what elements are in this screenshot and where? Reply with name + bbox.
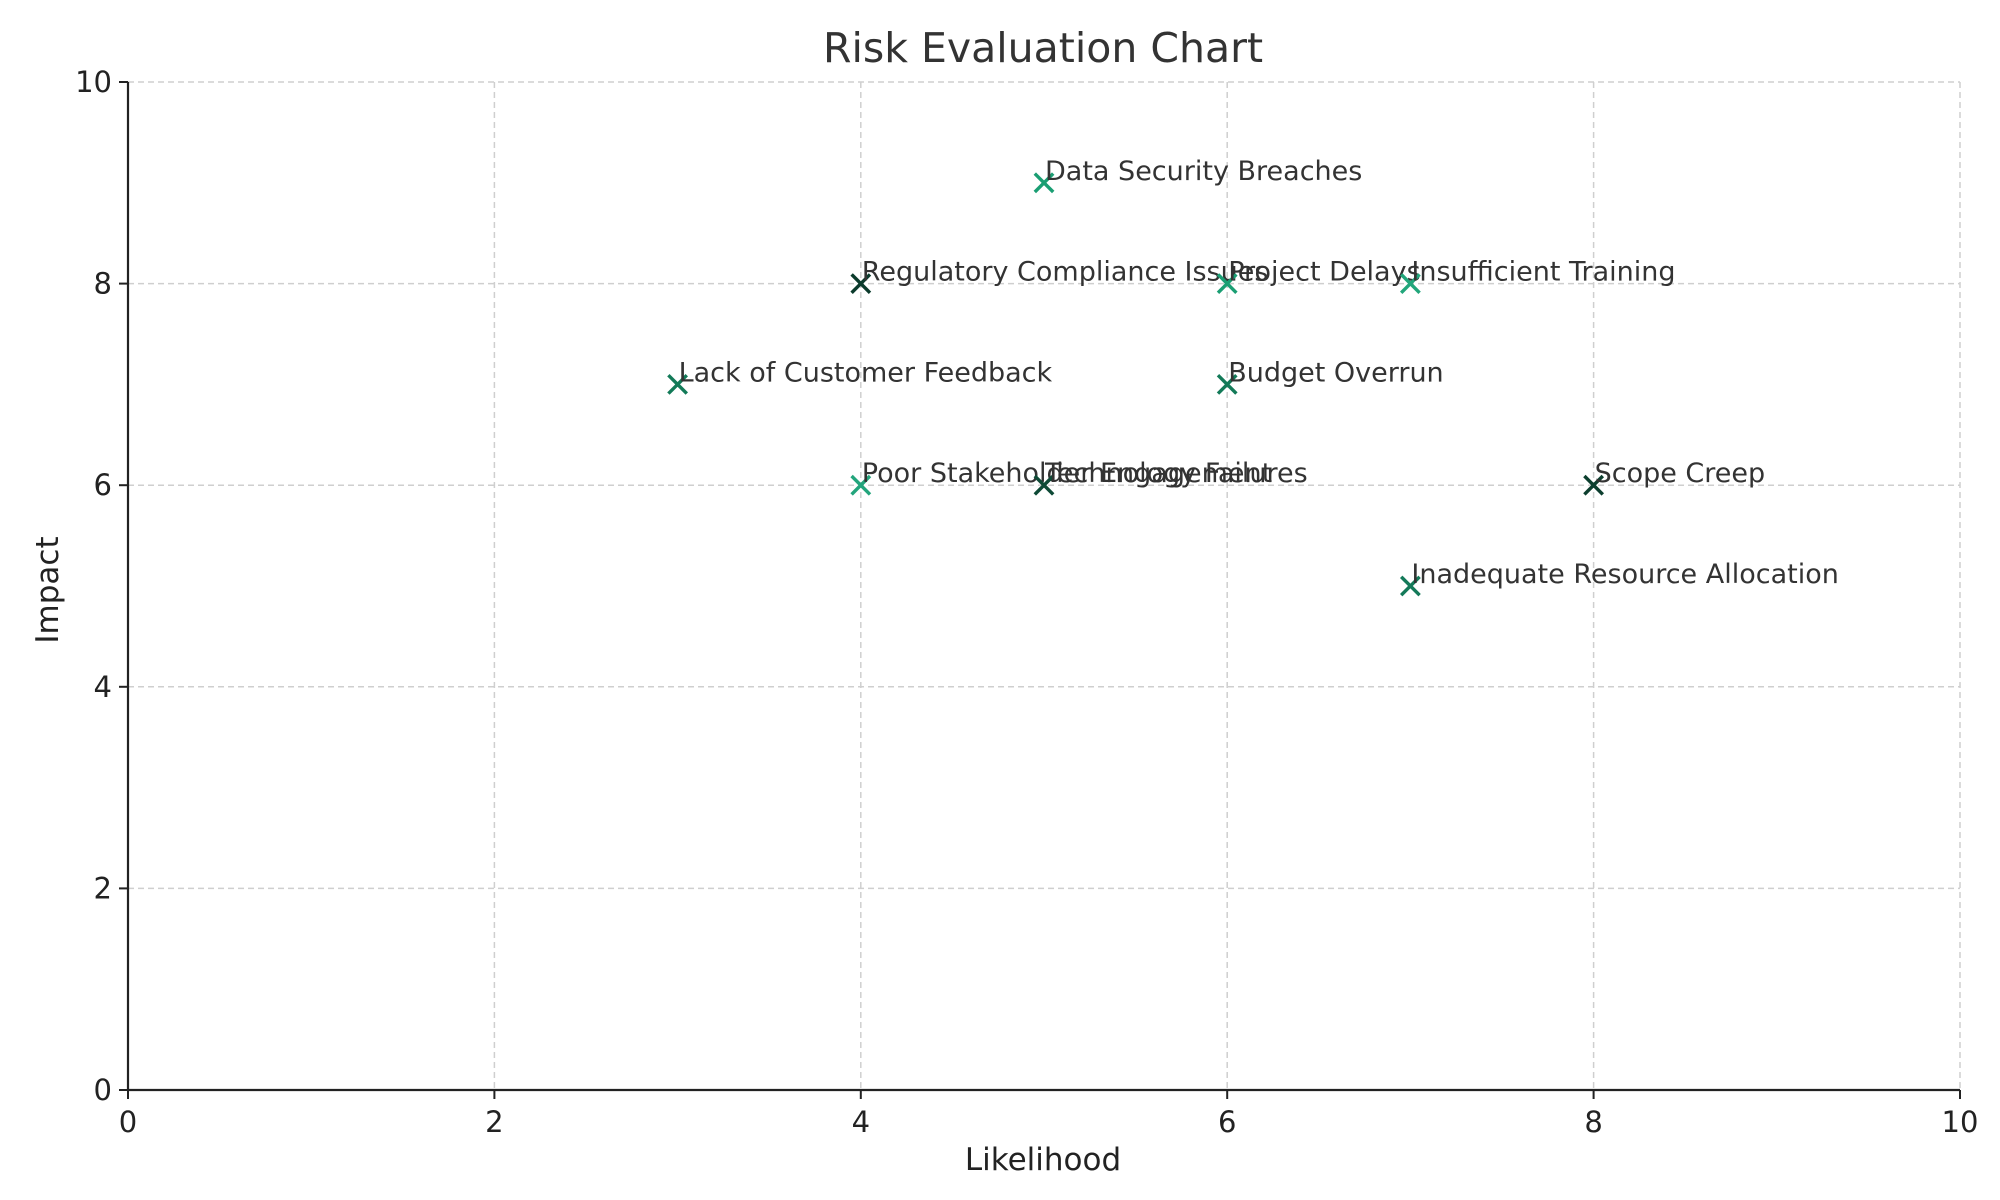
risk-point-0: Data Security Breaches <box>1033 156 1362 194</box>
risk-point-label-6: Poor Stakeholder Engagement <box>862 458 1272 489</box>
x-tick-label-3: 6 <box>1218 1105 1236 1139</box>
risk-point-9: Inadequate Resource Allocation <box>1399 559 1839 597</box>
risk-marker-stroke-b-0 <box>1033 172 1055 194</box>
risk-marker-stroke-b-5 <box>1216 373 1238 395</box>
y-tick-label-4: 8 <box>94 267 112 301</box>
x-tick-label-4: 8 <box>1584 1105 1602 1139</box>
risk-point-2: Project Delays <box>1216 257 1421 295</box>
risk-point-1: Regulatory Compliance Issues <box>850 257 1269 295</box>
risk-point-label-5: Budget Overrun <box>1228 357 1444 388</box>
risk-point-label-1: Regulatory Compliance Issues <box>862 257 1269 288</box>
x-tick-label-1: 2 <box>485 1105 503 1139</box>
x-tick-label-0: 0 <box>119 1105 137 1139</box>
risk-marker-stroke-b-4 <box>667 373 689 395</box>
risk-marker-stroke-b-3 <box>1399 273 1421 295</box>
risk-marker-stroke-b-7 <box>1033 474 1055 496</box>
risk-point-label-4: Lack of Customer Feedback <box>679 357 1053 388</box>
x-axis-label: Likelihood <box>965 1142 1121 1178</box>
y-tick-label-1: 2 <box>94 871 112 905</box>
y-tick-label-3: 6 <box>94 468 112 502</box>
y-tick-label-2: 4 <box>94 670 112 704</box>
risk-marker-stroke-b-2 <box>1216 273 1238 295</box>
risk-point-6: Poor Stakeholder Engagement <box>850 458 1272 496</box>
risk-marker-stroke-b-6 <box>850 474 872 496</box>
risk-point-7: Technology Failures <box>1033 458 1308 496</box>
risk-marker-stroke-b-9 <box>1399 575 1421 597</box>
axes-layer <box>126 82 1960 1092</box>
risk-point-8: Scope Creep <box>1583 458 1766 496</box>
risk-point-label-0: Data Security Breaches <box>1045 156 1362 187</box>
risk-marker-stroke-b-8 <box>1583 474 1605 496</box>
x-tick-label-2: 4 <box>852 1105 870 1139</box>
risk-point-3: Insufficient Training <box>1399 257 1676 295</box>
risk-point-label-3: Insufficient Training <box>1411 257 1675 288</box>
y-tick-label-5: 10 <box>75 65 112 99</box>
risk-point-label-7: Technology Failures <box>1044 458 1308 489</box>
points-layer: Data Security Breaches Regulatory Complia… <box>667 156 1839 597</box>
risk-marker-stroke-b-1 <box>850 273 872 295</box>
tick-layer: 0 2 4 6 8 10 0 2 4 6 8 10 <box>75 65 1978 1139</box>
risk-point-label-9: Inadequate Resource Allocation <box>1411 559 1838 590</box>
x-tick-label-5: 10 <box>1942 1105 1979 1139</box>
risk-point-label-8: Scope Creep <box>1595 458 1766 489</box>
chart-title: Risk Evaluation Chart <box>823 24 1263 72</box>
risk-point-4: Lack of Customer Feedback <box>667 357 1053 395</box>
y-tick-label-0: 0 <box>94 1073 112 1107</box>
y-axis-label: Impact <box>30 536 66 643</box>
risk-point-label-2: Project Delays <box>1228 257 1420 288</box>
risk-point-5: Budget Overrun <box>1216 357 1444 395</box>
